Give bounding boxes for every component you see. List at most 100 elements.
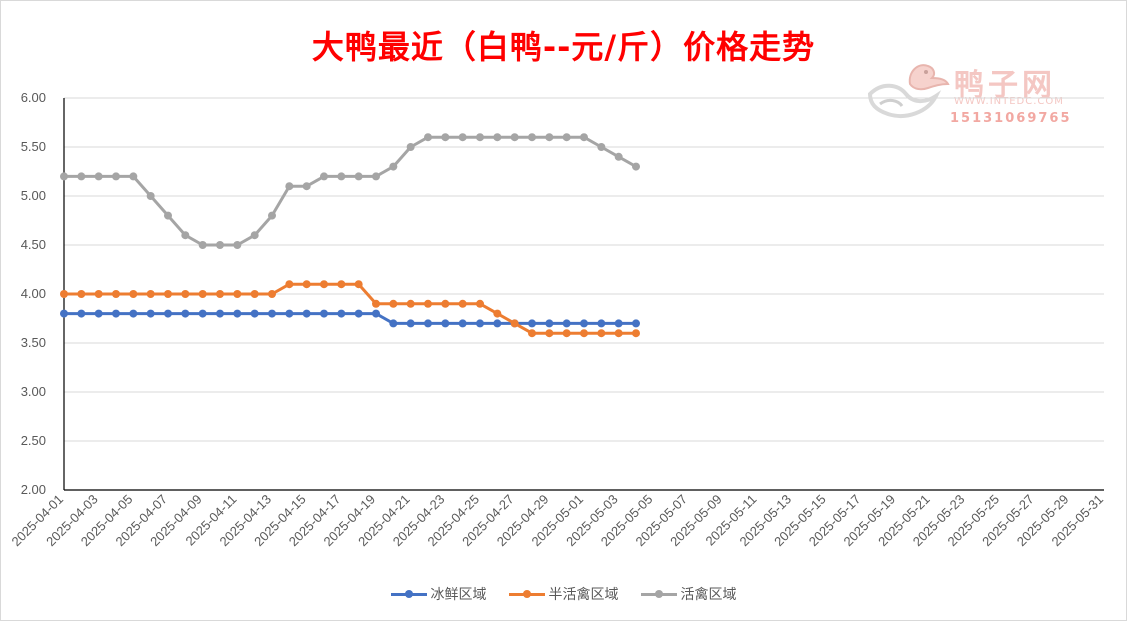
y-tick-label: 2.00 [21,482,46,497]
y-tick-label: 3.50 [21,335,46,350]
data-point [493,319,502,328]
data-point [94,309,103,318]
data-point [510,133,519,142]
data-point [597,329,606,338]
legend-marker [640,588,677,600]
data-point [545,329,554,338]
data-point [164,309,172,318]
data-point [580,133,588,142]
data-point [406,319,415,328]
data-point [597,143,606,151]
data-point [441,319,450,328]
y-tick-label: 4.00 [21,286,46,301]
watermark-brand: 鸭子网 [954,68,1056,103]
data-point [528,319,536,328]
data-point [632,329,640,338]
data-point [302,182,311,191]
data-point [354,172,363,181]
series-line-半活禽区域 [64,282,636,335]
data-point [528,133,536,142]
data-point [302,280,311,289]
data-point [94,172,103,181]
data-point [250,231,259,240]
data-point [424,319,432,328]
data-point [632,162,640,171]
data-point [146,290,155,298]
data-point [458,299,467,308]
data-point [562,133,571,142]
data-point [580,319,588,328]
data-point [181,231,190,240]
data-point [181,290,190,298]
data-point [60,172,68,181]
data-point [77,309,86,318]
data-point [216,290,224,298]
y-tick-label: 6.00 [21,90,46,105]
data-point [545,319,554,328]
data-point [285,280,294,289]
data-point [476,319,484,328]
watermark-url: WWW.INTEDC.COM [954,96,1064,107]
data-point [545,133,554,142]
data-point [614,319,623,328]
y-tick-label: 4.50 [21,237,46,252]
data-point [614,329,623,338]
data-point [476,133,484,142]
legend-item: 冰鲜区域 [390,584,487,604]
data-point [441,299,450,308]
data-point [112,172,120,181]
data-point [632,319,640,328]
data-point [250,290,259,298]
data-point [77,172,86,181]
data-point [164,290,172,298]
data-point [389,162,398,171]
data-point [562,319,571,328]
data-point [580,329,588,338]
data-point [597,319,606,328]
data-point [233,290,242,298]
data-point [77,290,86,298]
data-point [372,172,380,181]
data-point [233,309,242,318]
data-point [320,280,328,289]
data-point [60,290,68,298]
data-point [424,299,432,308]
legend-label: 半活禽区域 [548,587,619,603]
y-tick-label: 5.00 [21,188,46,203]
y-tick-label: 2.50 [21,433,46,448]
data-point [181,309,190,318]
data-point [129,290,138,298]
legend-marker [508,588,545,600]
data-point [354,280,363,289]
data-point [441,133,450,142]
data-point [112,290,120,298]
data-point [389,319,398,328]
data-point [389,299,398,308]
data-point [337,280,346,289]
data-point [164,211,172,220]
data-point [458,133,467,142]
duck-logo-icon [867,64,950,118]
data-point [129,172,138,181]
legend-item: 活禽区域 [640,584,737,604]
series-line-冰鲜区域 [64,312,636,325]
data-point [285,309,294,318]
chart-legend: 冰鲜区域 半活禽区域 活禽区域 [0,584,1127,604]
legend-marker [390,588,427,600]
data-point [146,192,155,200]
data-point [458,319,467,328]
legend-label: 活禽区域 [680,587,737,603]
data-point [320,309,328,318]
data-point [320,172,328,181]
watermark-phone: 15131069765 [950,111,1072,126]
data-point [372,299,380,308]
y-tick-label: 3.00 [21,384,46,399]
chart-title: 大鸭最近（白鸭--元/斤）价格走势 [311,28,816,66]
watermark: 鸭子网 WWW.INTEDC.COM 15131069765 [862,54,1092,126]
data-point [406,299,415,308]
data-point [285,182,294,191]
data-point [198,309,207,318]
data-point [216,309,224,318]
data-point [406,143,415,151]
